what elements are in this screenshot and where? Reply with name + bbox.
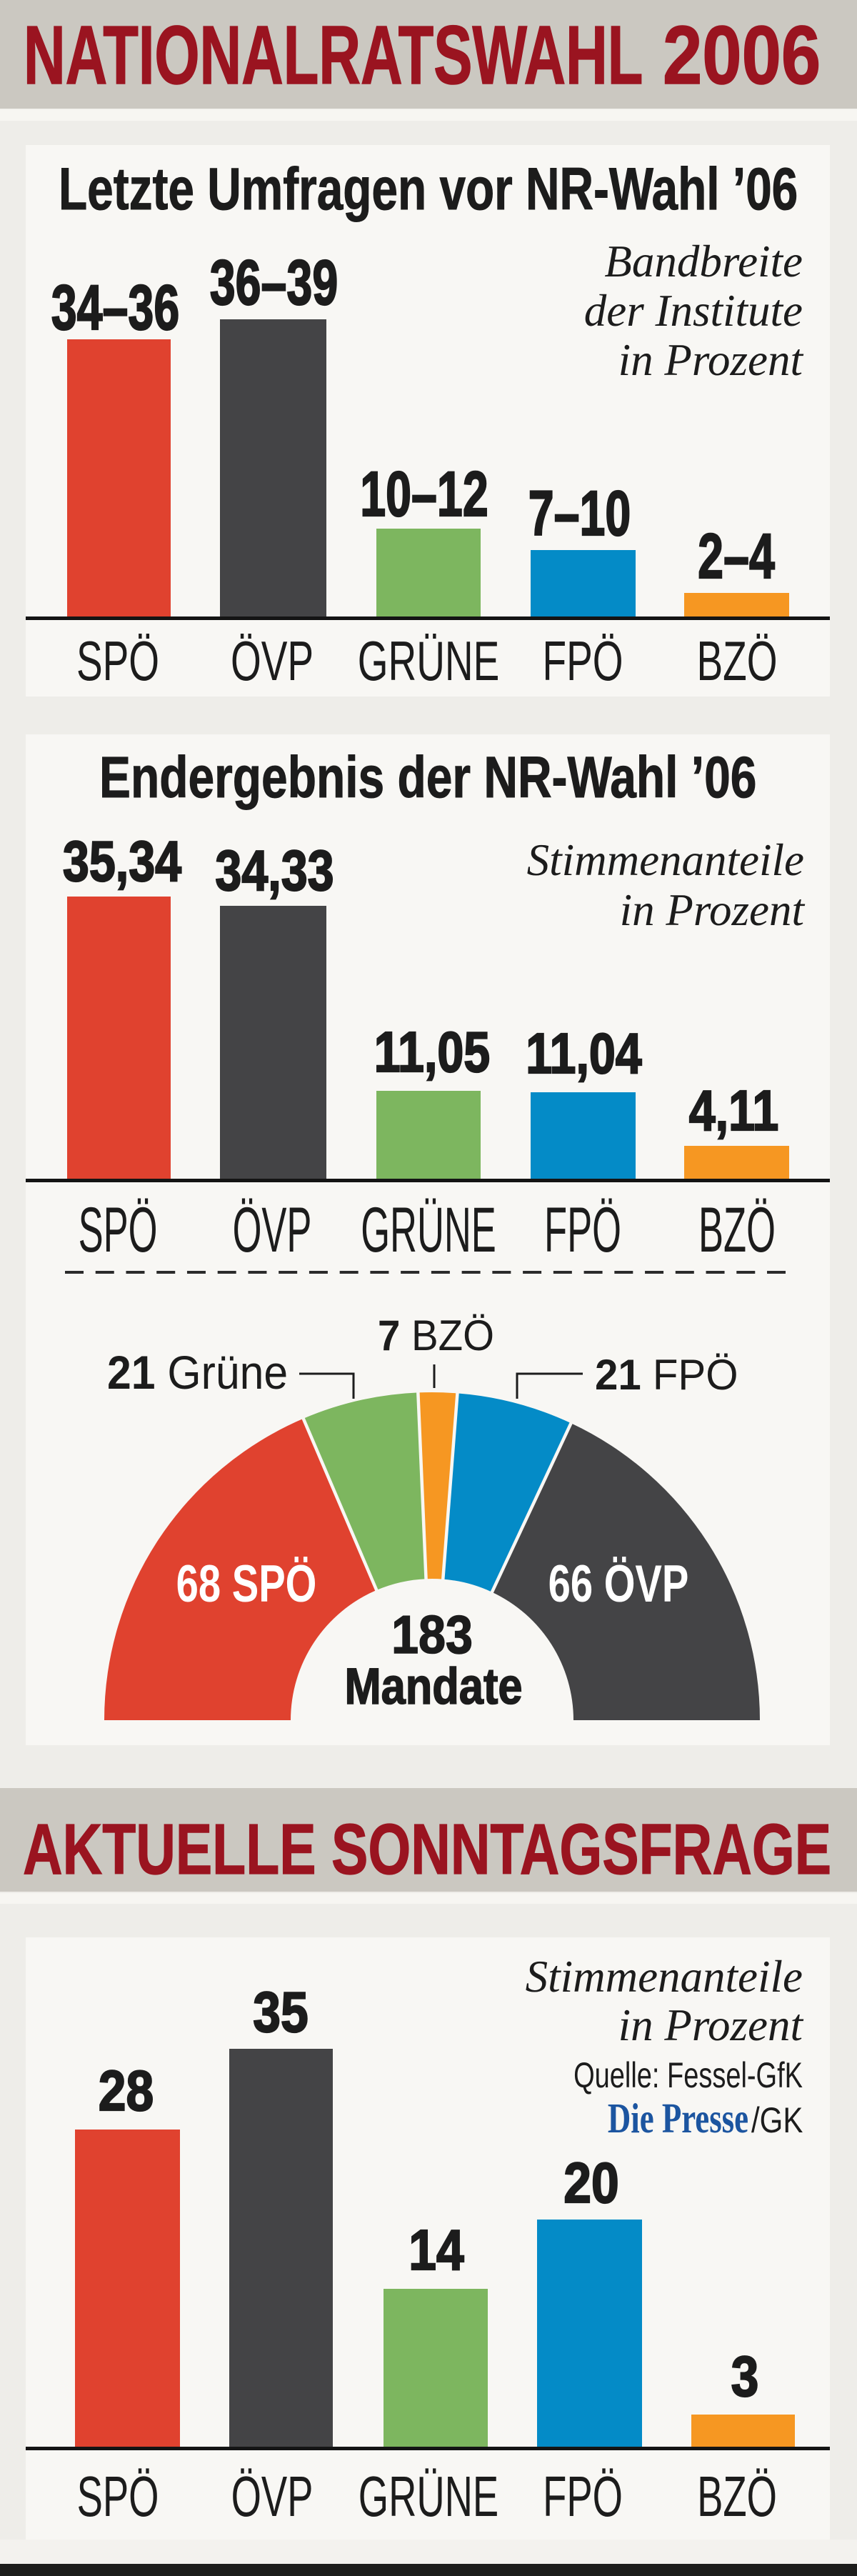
svg-text:in Prozent: in Prozent: [618, 2000, 804, 2050]
svg-text:Quelle: Fessel-GfK: Quelle: Fessel-GfK: [573, 2056, 803, 2095]
svg-text:21 FPÖ: 21 FPÖ: [595, 1350, 738, 1399]
svg-text:in Prozent: in Prozent: [620, 885, 806, 935]
svg-text:ÖVP: ÖVP: [231, 2465, 314, 2529]
svg-text:FPÖ: FPÖ: [544, 1195, 621, 1266]
svg-text:Mandate: Mandate: [344, 1659, 522, 1715]
svg-text:35,34: 35,34: [63, 829, 181, 893]
svg-text:21 Grüne: 21 Grüne: [107, 1347, 288, 1399]
svg-text:Stimmenanteile: Stimmenanteile: [526, 1952, 803, 2002]
svg-text:35: 35: [253, 1980, 308, 2044]
svg-text:36–39: 36–39: [210, 248, 338, 318]
svg-text:20: 20: [563, 2150, 618, 2215]
svg-text:NATIONALRATSWAHL: NATIONALRATSWAHL: [24, 9, 643, 102]
svg-text:GRÜNE: GRÜNE: [358, 631, 500, 693]
svg-text:Bandbreite: Bandbreite: [604, 236, 803, 286]
svg-text:2006: 2006: [663, 9, 821, 101]
svg-text:ÖVP: ÖVP: [231, 631, 314, 693]
svg-text:Endergebnis der NR-Wahl ’06: Endergebnis der NR-Wahl ’06: [99, 744, 756, 809]
svg-text:BZÖ: BZÖ: [698, 1195, 776, 1266]
svg-text:68 SPÖ: 68 SPÖ: [176, 1554, 317, 1613]
svg-text:28: 28: [99, 2058, 154, 2122]
svg-text:34–36: 34–36: [51, 273, 179, 343]
svg-text:FPÖ: FPÖ: [543, 2465, 623, 2529]
svg-text:11,05: 11,05: [374, 1019, 490, 1084]
svg-text:66 ÖVP: 66 ÖVP: [548, 1554, 689, 1613]
svg-text:3: 3: [731, 2344, 759, 2408]
svg-text:34,33: 34,33: [215, 838, 334, 902]
svg-text:BZÖ: BZÖ: [696, 631, 777, 693]
svg-text:ÖVP: ÖVP: [233, 1195, 312, 1266]
svg-text:der Institute: der Institute: [584, 286, 803, 336]
svg-text:Stimmenanteile: Stimmenanteile: [527, 835, 804, 885]
svg-text:AKTUELLE SONNTAGSFRAGE: AKTUELLE SONNTAGSFRAGE: [23, 1809, 831, 1889]
svg-text:Die Presse: Die Presse: [608, 2095, 748, 2142]
svg-text:4,11: 4,11: [689, 1078, 779, 1142]
svg-text:Letzte Umfragen vor NR-Wahl ’0: Letzte Umfragen vor NR-Wahl ’06: [59, 155, 798, 222]
svg-text:FPÖ: FPÖ: [542, 631, 623, 693]
svg-text:14: 14: [409, 2217, 464, 2282]
svg-text:GRÜNE: GRÜNE: [361, 1195, 496, 1266]
svg-text:183: 183: [391, 1605, 473, 1665]
svg-text:SPÖ: SPÖ: [76, 631, 159, 693]
svg-text:SPÖ: SPÖ: [79, 1195, 158, 1266]
svg-text:2–4: 2–4: [698, 521, 775, 591]
svg-text:7–10: 7–10: [528, 479, 631, 549]
svg-text:10–12: 10–12: [360, 459, 488, 529]
svg-text:BZÖ: BZÖ: [697, 2465, 777, 2529]
svg-text:7 BZÖ: 7 BZÖ: [378, 1312, 494, 1359]
svg-text:11,04: 11,04: [526, 1021, 642, 1085]
svg-text:SPÖ: SPÖ: [77, 2465, 159, 2529]
svg-text:in Prozent: in Prozent: [618, 335, 804, 385]
svg-text:/GK: /GK: [751, 2100, 803, 2140]
svg-text:GRÜNE: GRÜNE: [359, 2465, 498, 2529]
